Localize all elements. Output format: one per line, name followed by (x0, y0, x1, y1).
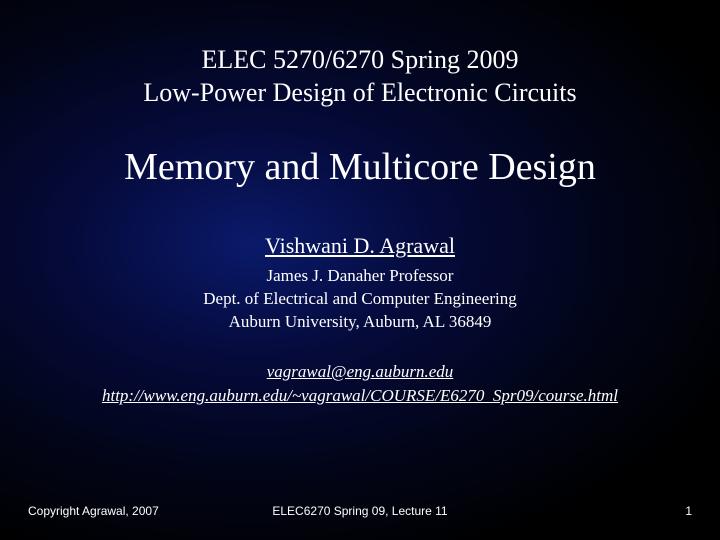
course-subtitle: Low-Power Design of Electronic Circuits (0, 77, 720, 110)
slide: ELEC 5270/6270 Spring 2009 Low-Power Des… (0, 0, 720, 540)
footer-copyright: Copyright Agrawal, 2007 (28, 504, 228, 518)
email-link[interactable]: vagrawal@eng.auburn.edu (0, 360, 720, 384)
course-header: ELEC 5270/6270 Spring 2009 Low-Power Des… (0, 0, 720, 109)
author-university: Auburn University, Auburn, AL 36849 (0, 311, 720, 334)
footer-center: ELEC6270 Spring 09, Lecture 11 (228, 504, 492, 518)
author-role: James J. Danaher Professor (0, 265, 720, 288)
footer: Copyright Agrawal, 2007 ELEC6270 Spring … (0, 504, 720, 518)
footer-page-number: 1 (492, 504, 692, 518)
affiliation: James J. Danaher Professor Dept. of Elec… (0, 265, 720, 334)
course-url-link[interactable]: http://www.eng.auburn.edu/~vagrawal/COUR… (0, 384, 720, 408)
contact-block: vagrawal@eng.auburn.edu http://www.eng.a… (0, 360, 720, 408)
course-code: ELEC 5270/6270 Spring 2009 (0, 44, 720, 77)
author-dept: Dept. of Electrical and Computer Enginee… (0, 288, 720, 311)
author-name: Vishwani D. Agrawal (0, 233, 720, 259)
main-title: Memory and Multicore Design (0, 145, 720, 189)
